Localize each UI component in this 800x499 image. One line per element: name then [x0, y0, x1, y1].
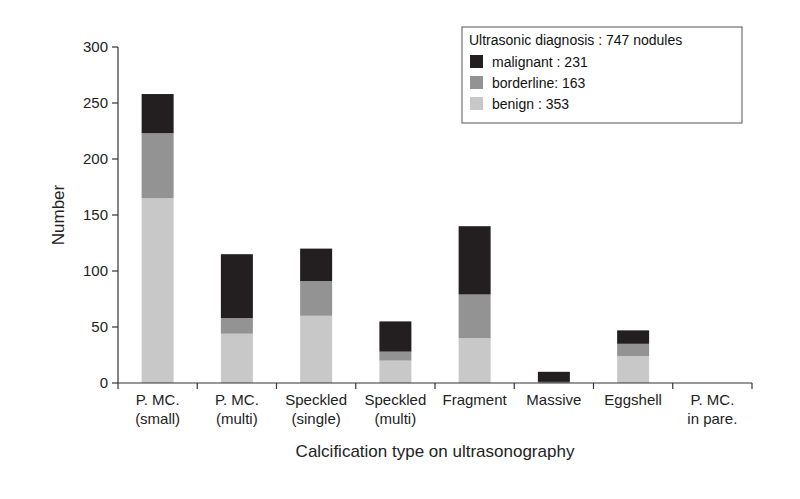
bar-segment [142, 94, 174, 133]
bars [142, 94, 650, 383]
y-tick [112, 158, 118, 159]
x-boundary-tick [751, 383, 752, 389]
bar-segment [142, 198, 174, 383]
legend-label: benign : 353 [492, 96, 569, 112]
bar-segment [221, 318, 253, 334]
y-tick-label: 200 [83, 150, 108, 167]
chart: 0 50 100 150 200 250 300 P. MC. (small) P. MC. (mu… [0, 0, 800, 499]
x-boundary-tick [434, 383, 435, 389]
legend-frame [462, 27, 742, 123]
x-tick-label-line: Speckled [285, 391, 347, 408]
y-axis-label: Number [49, 184, 68, 245]
bar-segment [617, 356, 649, 383]
x-tick-label-line: (single) [292, 410, 341, 427]
bar-segment [221, 254, 253, 318]
x-tick-label: Fragment [443, 391, 508, 408]
legend-swatch [470, 76, 483, 89]
x-tick-label-line: Speckled [365, 391, 427, 408]
x-tick-label: Speckled (multi) [365, 391, 427, 427]
x-boundary-tick [197, 383, 198, 389]
bar-segment [379, 361, 411, 383]
legend-label: malignant : 231 [492, 54, 588, 70]
x-tick-label-line: Eggshell [604, 391, 662, 408]
y-tick-label: 100 [83, 262, 108, 279]
x-tick-label: Eggshell [604, 391, 662, 408]
x-boundary-tick [672, 383, 673, 389]
x-tick-label-line: P. MC. [136, 391, 180, 408]
y-tick-label: 50 [91, 318, 108, 335]
legend-swatch [470, 97, 483, 110]
bar-segment [300, 316, 332, 383]
y-tick-label: 150 [83, 206, 108, 223]
bar-segment [379, 321, 411, 351]
x-boundary-tick [276, 383, 277, 389]
legend-label: borderline: 163 [492, 75, 586, 91]
legend-title: Ultrasonic diagnosis : 747 nodules [469, 32, 682, 48]
x-tick-label: P. MC. (multi) [215, 391, 259, 427]
x-tick-label: P. MC. (small) [135, 391, 180, 427]
x-boundary-tick [514, 383, 515, 389]
x-tick-label-line: in pare. [687, 410, 737, 427]
bar-segment [379, 352, 411, 361]
x-boundary-tick [355, 383, 356, 389]
y-tick-label: 300 [83, 38, 108, 55]
bar-segment [300, 281, 332, 316]
x-axis-label: Calcification type on ultrasonography [296, 442, 575, 461]
x-tick-label-line: P. MC. [690, 391, 734, 408]
y-tick-label: 0 [100, 374, 108, 391]
y-tick [112, 382, 118, 383]
x-tick-label: Massive [526, 391, 581, 408]
bar-segment [459, 226, 491, 294]
bar-segment [300, 249, 332, 281]
y-tick [112, 46, 118, 47]
y-tick [112, 326, 118, 327]
x-boundary-tick [593, 383, 594, 389]
y-tick-label: 250 [83, 94, 108, 111]
x-tick-label-line: Massive [526, 391, 581, 408]
x-tick-label-line: Fragment [443, 391, 508, 408]
bar-segment [617, 344, 649, 356]
x-tick-label-line: P. MC. [215, 391, 259, 408]
x-tick-label: Speckled (single) [285, 391, 347, 427]
bar-segment [142, 133, 174, 198]
x-tick-label-line: (multi) [375, 410, 417, 427]
bar-segment [617, 330, 649, 343]
legend: Ultrasonic diagnosis : 747 nodules malign… [462, 27, 742, 123]
legend-swatch [470, 55, 483, 68]
y-tick [112, 102, 118, 103]
bar-segment [459, 295, 491, 339]
x-tick-label-line: (small) [135, 410, 180, 427]
x-boundary-tick [117, 383, 118, 389]
bar-segment [538, 372, 570, 382]
y-tick [112, 270, 118, 271]
bar-segment [459, 338, 491, 383]
x-tick-label: P. MC. in pare. [687, 391, 737, 427]
bar-segment [221, 334, 253, 383]
x-tick-label-line: (multi) [216, 410, 258, 427]
y-tick [112, 214, 118, 215]
